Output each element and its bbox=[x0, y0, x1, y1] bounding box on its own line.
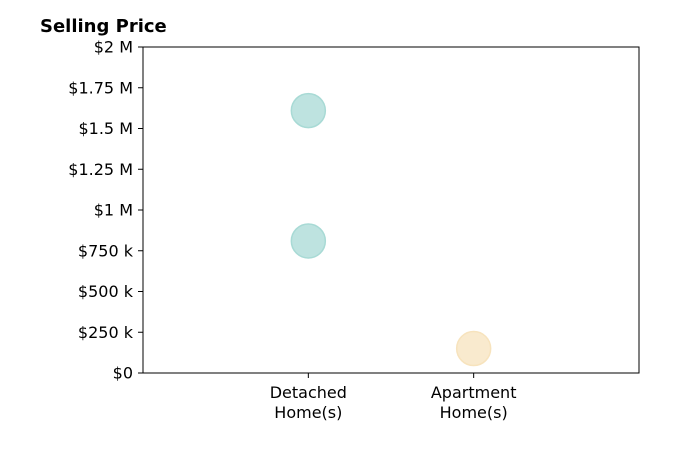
data-point bbox=[290, 92, 327, 129]
plot-frame bbox=[142, 46, 640, 374]
y-tick-label: $2 M bbox=[94, 38, 133, 57]
y-tick-label: $250 k bbox=[78, 323, 134, 342]
x-axis: Detached Home(s) Apartment Home(s) bbox=[270, 373, 517, 422]
y-tick-label: $500 k bbox=[78, 282, 134, 301]
y-tick-label: $1.5 M bbox=[78, 119, 133, 138]
data-point bbox=[290, 223, 327, 259]
y-tick-label: $1 M bbox=[94, 201, 133, 220]
y-axis: $0 $250 k $500 k $750 k $1 M $1.25 M $1.5 M $1.… bbox=[68, 38, 143, 383]
chart-title: Selling Price bbox=[40, 16, 167, 37]
y-tick-label: $1.25 M bbox=[68, 160, 133, 179]
x-tick-label: Detached Home(s) bbox=[270, 383, 347, 422]
data-point bbox=[455, 330, 492, 367]
y-tick-label: $0 bbox=[113, 364, 133, 383]
x-tick-label: Apartment Home(s) bbox=[431, 383, 517, 422]
data-points bbox=[290, 92, 492, 367]
y-tick-label: $750 k bbox=[78, 241, 134, 260]
y-tick-label: $1.75 M bbox=[68, 78, 133, 97]
